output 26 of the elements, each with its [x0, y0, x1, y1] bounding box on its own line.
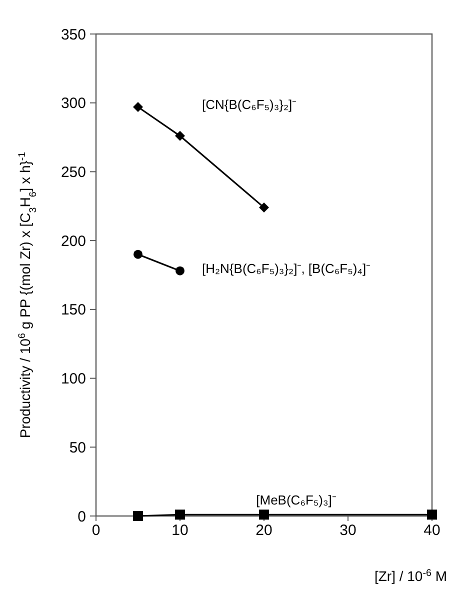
- point: [133, 102, 143, 112]
- point: [175, 130, 185, 141]
- x-tick-label: 30: [340, 522, 356, 539]
- y-tick-label: 50: [69, 439, 86, 456]
- y-tick-label: 200: [60, 232, 86, 250]
- x-tick-label: 20: [256, 522, 272, 539]
- y-tick-label: 100: [60, 370, 86, 388]
- point: [427, 510, 437, 520]
- series-label: [H₂N{B(C₆F₅)₃}₂]⁻, [B(C₆F₅)₄]⁻: [202, 260, 370, 276]
- y-tick-label: 300: [60, 95, 86, 112]
- y-tick-label: 150: [60, 302, 86, 319]
- x-tick-label: 10: [172, 522, 188, 539]
- point: [133, 511, 143, 521]
- y-tick-label: 0: [78, 508, 86, 526]
- text: [CN{B(C₆F₅)₃}₂]⁻: [202, 96, 296, 112]
- x-axis-title: [Zr] / 10$^{-6}$ M: [374, 568, 447, 584]
- point: [259, 202, 269, 213]
- point: [176, 266, 184, 276]
- y-tick-label: 350: [60, 26, 86, 44]
- x-tick-label: 40: [424, 522, 440, 539]
- point: [134, 250, 142, 259]
- y-tick-label: 250: [60, 164, 86, 181]
- series-label: [MeB(C₆F₅)₃]⁻: [256, 492, 336, 508]
- point: [175, 510, 185, 520]
- point: [259, 510, 269, 520]
- x-tick-label: 0: [92, 522, 100, 539]
